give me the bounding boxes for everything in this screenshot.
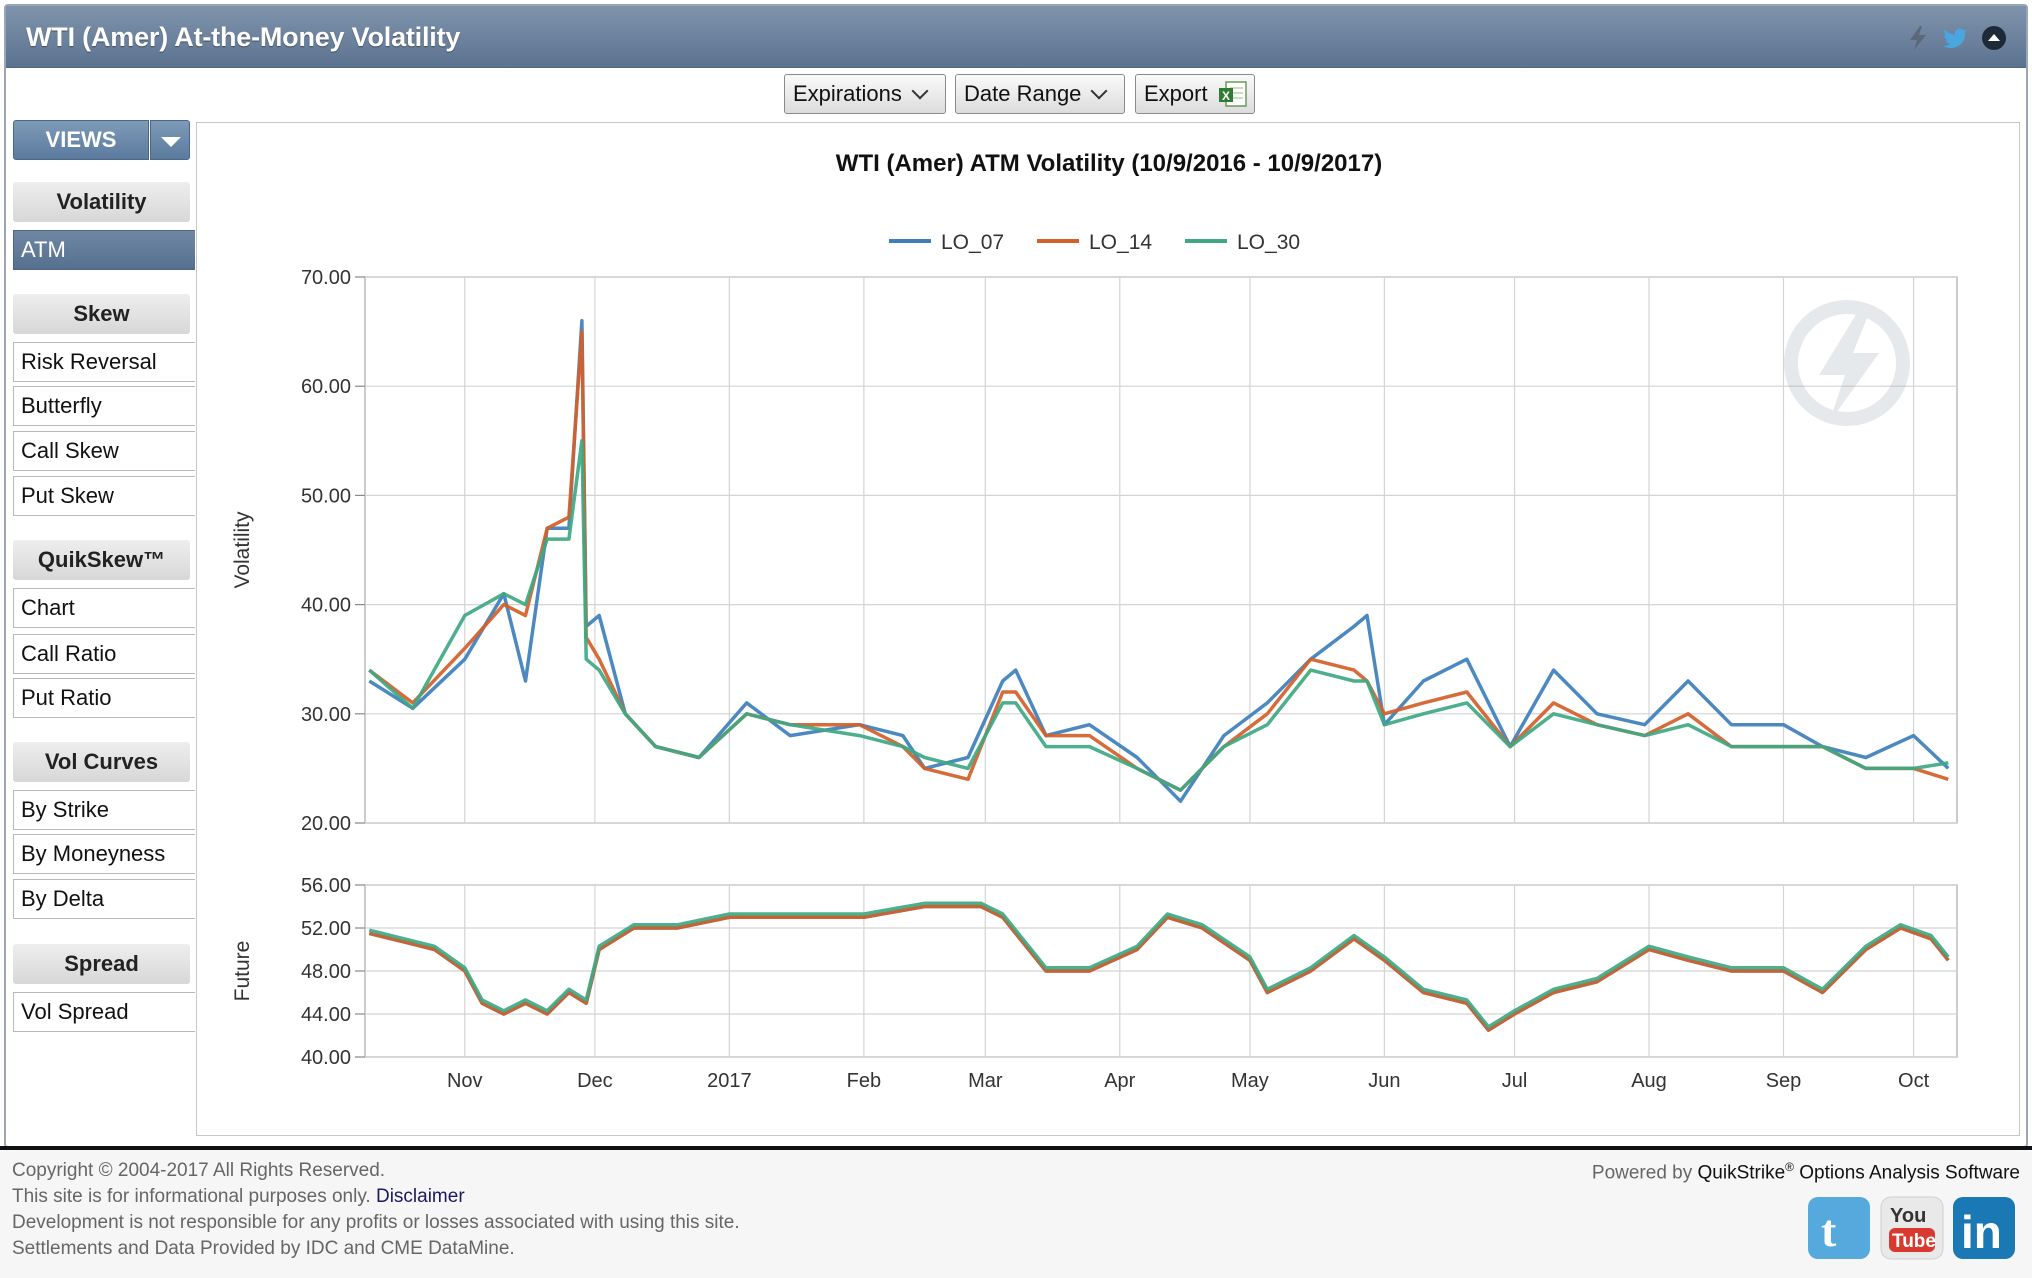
watermark-logo (1784, 300, 1910, 426)
sidebar-item-risk-reversal[interactable]: Risk Reversal (13, 342, 195, 382)
x-tick-label: 2017 (707, 1070, 752, 1092)
sidebar-item-by-strike[interactable]: By Strike (13, 790, 195, 830)
section-quikskew: QuikSkew™ (13, 540, 190, 580)
linkedin-icon[interactable]: in (1952, 1196, 2016, 1260)
sidebar-item-vol-spread[interactable]: Vol Spread (13, 992, 195, 1032)
svg-text:Tube: Tube (1892, 1231, 1936, 1252)
settlements-text: Settlements and Data Provided by IDC and… (12, 1238, 515, 1259)
legend-label: LO_07 (941, 231, 1004, 254)
sidebar-item-chart[interactable]: Chart (13, 588, 195, 628)
disclaimer-link[interactable]: Disclaimer (375, 1186, 465, 1207)
date-range-dropdown[interactable]: Date Range (955, 74, 1125, 114)
sidebar-item-put-ratio[interactable]: Put Ratio (13, 678, 195, 718)
series-line-lo_14 (368, 329, 1949, 792)
export-button[interactable]: Export X (1135, 74, 1255, 114)
y-axis-label: Volatility (231, 511, 254, 589)
y-tick-label: 40.00 (301, 595, 351, 617)
legend-label: LO_14 (1089, 231, 1152, 254)
collapse-icon[interactable] (1980, 24, 2008, 52)
expirations-dropdown[interactable]: Expirations (784, 74, 946, 114)
y-tick-label: 56.00 (301, 875, 351, 897)
x-tick-label: Feb (847, 1070, 881, 1092)
chevron-down-icon (911, 82, 929, 100)
chart-area: WTI (Amer) ATM Volatility (10/9/2016 - 1… (196, 122, 2020, 1136)
section-spread: Spread (13, 944, 190, 984)
lightning-icon[interactable] (1904, 24, 1932, 52)
x-tick-label: Aug (1631, 1070, 1667, 1092)
page-title: WTI (Amer) At-the-Money Volatility (26, 22, 461, 52)
views-dropdown-button[interactable] (150, 120, 190, 160)
section-vol-curves: Vol Curves (13, 742, 190, 782)
sidebar-item-put-skew[interactable]: Put Skew (13, 476, 195, 516)
y-tick-label: 52.00 (301, 918, 351, 940)
watermark-bolt (1819, 313, 1879, 423)
svg-text:t: t (1821, 1205, 1837, 1256)
volatility-chart: WTI (Amer) ATM Volatility (10/9/2016 - 1… (231, 150, 1958, 1092)
y-tick-label: 30.00 (301, 704, 351, 726)
y-tick-label: 44.00 (301, 1004, 351, 1026)
sidebar-item-atm[interactable]: ATM (13, 230, 195, 270)
powered-by-text: Powered by QuikStrike® Options Analysis … (1591, 1160, 2020, 1184)
x-tick-label: May (1231, 1070, 1269, 1092)
legend-label: LO_30 (1237, 231, 1300, 254)
x-tick-label: Jun (1368, 1070, 1400, 1092)
views-button[interactable]: VIEWS (13, 120, 149, 160)
sidebar-item-call-ratio[interactable]: Call Ratio (13, 634, 195, 674)
section-skew: Skew (13, 294, 190, 334)
twitter-icon[interactable]: t (1807, 1196, 1871, 1260)
sidebar-item-butterfly[interactable]: Butterfly (13, 386, 195, 426)
copyright-text: Copyright © 2004-2017 All Rights Reserve… (12, 1160, 386, 1181)
svg-text:You: You (1890, 1205, 1926, 1227)
excel-icon: X (1219, 81, 1247, 107)
chevron-down-icon (1090, 82, 1108, 100)
sidebar-item-by-delta[interactable]: By Delta (13, 879, 195, 919)
footer: Copyright © 2004-2017 All Rights Reserve… (0, 1150, 2032, 1278)
x-tick-label: Sep (1766, 1070, 1802, 1092)
y-tick-label: 20.00 (301, 813, 351, 835)
responsibility-text: Development is not responsible for any p… (12, 1212, 740, 1233)
sidebar-item-by-moneyness[interactable]: By Moneyness (13, 834, 195, 874)
x-tick-label: Mar (968, 1070, 1003, 1092)
youtube-icon[interactable]: You Tube (1880, 1196, 1944, 1260)
series-line-lo_07 (368, 318, 1950, 803)
section-volatility: Volatility (13, 182, 190, 222)
svg-text:X: X (1222, 89, 1230, 103)
y-tick-label: 40.00 (301, 1047, 351, 1069)
info-text: This site is for informational purposes … (12, 1186, 465, 1207)
triangle-down-icon (161, 137, 181, 147)
footer-divider (0, 1146, 2032, 1150)
series-line-lo_14 (368, 904, 1950, 1032)
svg-text:in: in (1961, 1206, 2002, 1258)
title-bar: WTI (Amer) At-the-Money Volatility (6, 6, 2026, 68)
watermark-ring (1784, 300, 1910, 426)
y-tick-label: 48.00 (301, 961, 351, 983)
x-tick-label: Nov (447, 1070, 483, 1092)
y-axis-label: Future (231, 941, 254, 1002)
x-tick-label: Jul (1502, 1070, 1528, 1092)
series-line-lo_30 (368, 439, 1949, 792)
y-tick-label: 50.00 (301, 485, 351, 507)
twitter-icon[interactable] (1942, 24, 1970, 52)
x-tick-label: Apr (1104, 1070, 1135, 1092)
sidebar-item-call-skew[interactable]: Call Skew (13, 431, 195, 471)
quikstrike-brand: QuikStrike (1697, 1162, 1786, 1184)
x-tick-label: Dec (577, 1070, 613, 1092)
chart-title: WTI (Amer) ATM Volatility (10/9/2016 - 1… (836, 150, 1382, 177)
series-line-lo_30 (368, 901, 1950, 1029)
y-tick-label: 70.00 (301, 267, 351, 289)
x-tick-label: Oct (1898, 1070, 1930, 1092)
y-tick-label: 60.00 (301, 376, 351, 398)
